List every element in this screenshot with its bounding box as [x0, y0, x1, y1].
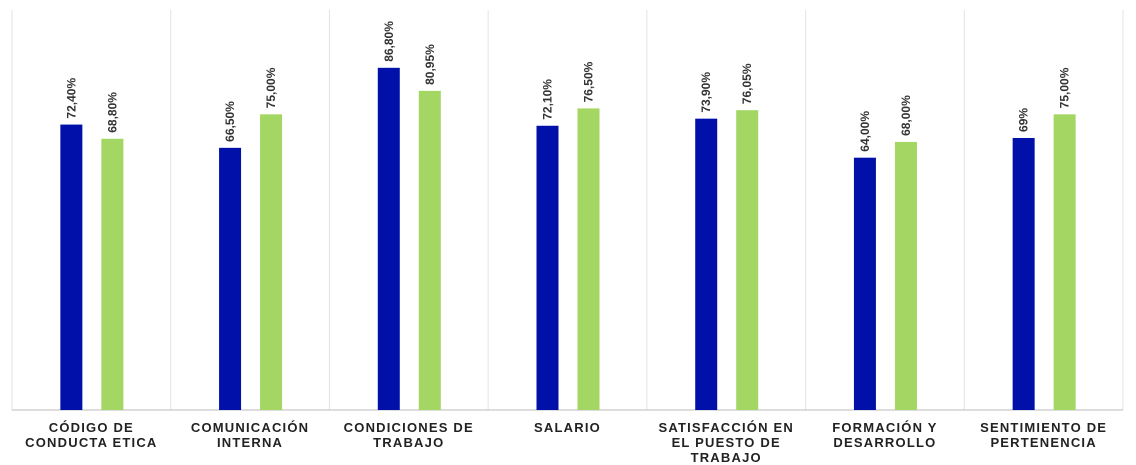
value-label: 72,10% [541, 79, 555, 120]
x-tick-label: SENTIMIENTO DE PERTENENCIA [980, 420, 1108, 450]
bar [695, 118, 718, 411]
x-tick-label: FORMACIÓN Y DESARROLLO [832, 420, 938, 450]
value-label: 86,80% [382, 21, 396, 62]
value-label: 68,80% [105, 92, 119, 133]
bar [101, 138, 124, 410]
value-label: 75,00% [264, 67, 278, 108]
bar [1012, 137, 1035, 410]
bar [418, 90, 441, 411]
bar [1053, 114, 1076, 411]
value-label: 72,40% [64, 78, 78, 119]
value-label: 68,00% [899, 95, 913, 136]
bar [736, 110, 759, 410]
bar [377, 67, 400, 411]
bar [894, 141, 917, 410]
x-tick-label: CONDICIONES DE TRABAJO [343, 420, 474, 450]
value-label: 76,05% [740, 63, 754, 104]
bar [577, 108, 600, 411]
bar [60, 124, 83, 411]
x-tick-label: CÓDIGO DE CONDUCTA ETICA [25, 420, 158, 450]
value-label: 69% [1017, 108, 1031, 132]
bar [853, 157, 876, 410]
value-label: 76,50% [582, 61, 596, 102]
x-tick-label: SALARIO [534, 420, 601, 435]
bar [536, 125, 559, 410]
bar [260, 114, 283, 411]
value-label: 66,50% [223, 101, 237, 142]
bar [219, 147, 242, 410]
value-label: 75,00% [1058, 67, 1072, 108]
value-label: 64,00% [858, 111, 872, 152]
x-tick-label: COMUNICACIÓN INTERNA [190, 420, 310, 450]
x-tick-label: SATISFACCIÓN EN EL PUESTO DE TRABAJO [658, 420, 794, 465]
value-label: 80,95% [423, 44, 437, 85]
value-label: 73,90% [699, 72, 713, 113]
